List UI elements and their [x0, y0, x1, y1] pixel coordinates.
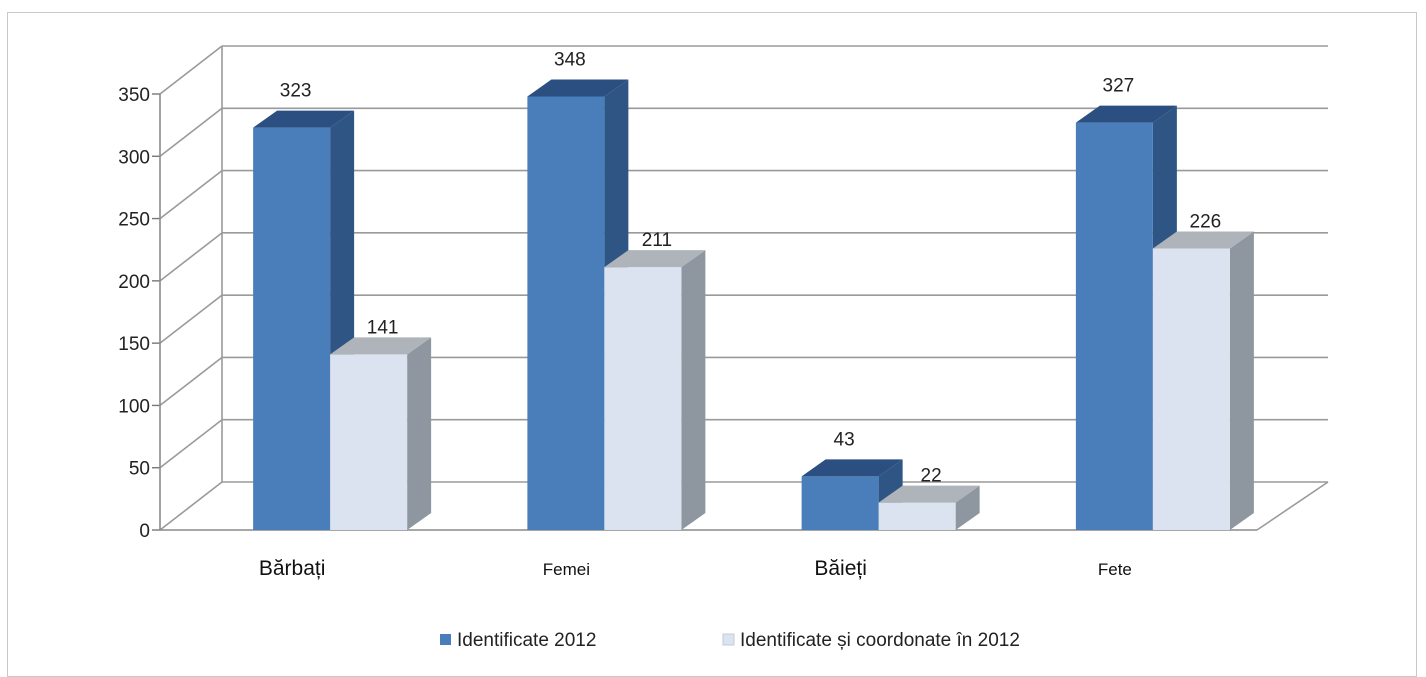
x-category-label: Fete	[1098, 560, 1132, 579]
data-label: 327	[1103, 76, 1135, 97]
bar-front	[801, 476, 879, 530]
y-tick-label: 250	[118, 210, 150, 231]
bar-front	[527, 96, 605, 531]
y-tick-label: 0	[139, 521, 150, 542]
gridline-side	[159, 107, 223, 157]
bar	[878, 485, 980, 530]
y-tick-label: 300	[118, 147, 150, 168]
gridline-side	[159, 356, 223, 407]
floor-edge-right	[1256, 481, 1329, 531]
legend: Identificate 2012 Identificate și coordon…	[440, 630, 1020, 651]
bars	[253, 79, 1254, 531]
legend-label: Identificate 2012	[457, 630, 596, 651]
legend-swatch	[440, 634, 451, 645]
gridline-side	[159, 481, 223, 531]
bar-front	[1075, 122, 1153, 530]
data-label: 323	[280, 81, 312, 102]
data-label: 22	[921, 466, 942, 487]
bar-top	[1152, 231, 1254, 249]
bar-top	[604, 250, 706, 268]
bar-side	[1229, 231, 1254, 530]
x-category-label: Femei	[543, 560, 590, 579]
bar-side	[681, 250, 706, 530]
bar-side	[955, 485, 980, 530]
y-tick-label: 100	[118, 396, 150, 417]
legend-swatch	[722, 633, 735, 646]
gridline-side	[159, 294, 223, 344]
bar-front	[330, 354, 408, 530]
data-label: 211	[642, 230, 672, 251]
axes: 0 50 100 150 200 250 300 350 Bărbați Femei Băieți F…	[118, 85, 1257, 580]
bar-top	[878, 485, 980, 503]
x-category-label: Băieți	[814, 557, 867, 580]
bar	[1152, 231, 1254, 530]
data-label: 226	[1190, 211, 1222, 232]
legend-item: Identificate 2012	[440, 630, 596, 651]
bar-front	[604, 267, 682, 530]
y-tick-label: 50	[129, 459, 150, 480]
bar-front	[253, 127, 331, 531]
bar-top	[1075, 105, 1177, 123]
data-label: 348	[554, 49, 586, 70]
bar	[604, 250, 706, 530]
gridline-side	[159, 232, 223, 282]
bar-front	[1152, 248, 1230, 530]
y-tick-label: 200	[118, 272, 150, 293]
bar	[330, 337, 432, 530]
gridline-side	[159, 419, 223, 469]
data-labels: 323 141 348 211 43 22 327 226	[280, 49, 1221, 486]
y-tick-label: 150	[118, 334, 150, 355]
gridline-side	[159, 45, 223, 95]
bar-top	[253, 110, 355, 128]
legend-item: Identificate și coordonate în 2012	[722, 630, 1020, 651]
gridline-side	[159, 169, 223, 220]
bar-front	[878, 502, 956, 530]
y-tick-label: 350	[118, 85, 150, 106]
data-label: 141	[367, 317, 399, 338]
bar-top	[330, 337, 432, 355]
legend-label: Identificate și coordonate în 2012	[740, 630, 1020, 651]
data-label: 43	[834, 429, 855, 450]
x-category-label: Bărbați	[259, 557, 326, 580]
bar-side	[407, 337, 432, 530]
bar-top	[801, 459, 903, 477]
bar-top	[527, 79, 629, 97]
